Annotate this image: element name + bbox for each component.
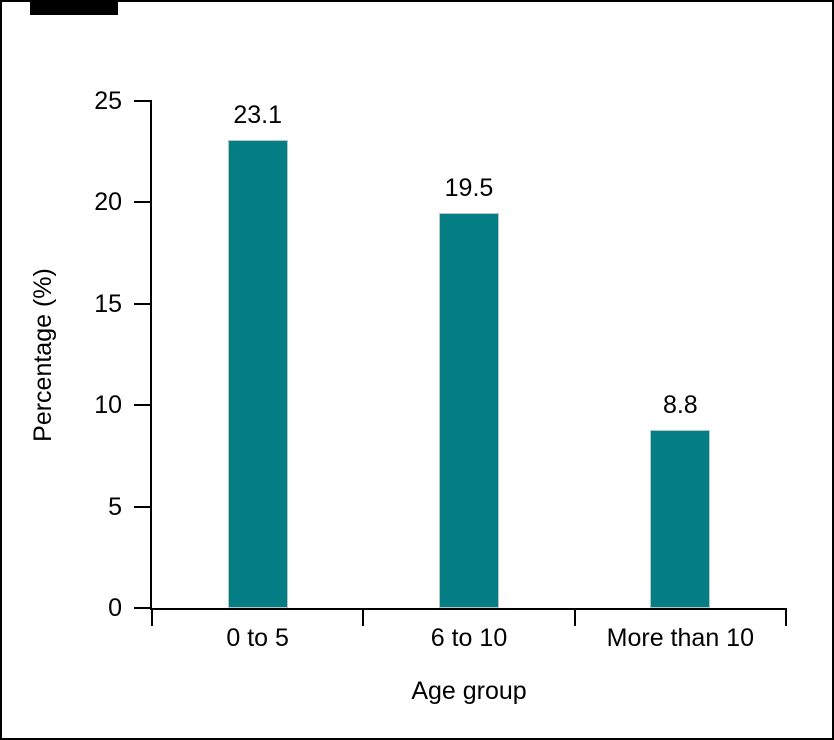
- y-tick: [134, 404, 150, 407]
- top-left-black-bar: [30, 2, 118, 15]
- bar: [439, 212, 499, 608]
- bar-value-label: 19.5: [444, 173, 494, 202]
- bar-value-label: 23.1: [233, 100, 282, 129]
- y-tick-label: 15: [94, 289, 122, 318]
- x-tick: [785, 608, 787, 626]
- y-tick: [134, 302, 150, 305]
- category-label: 6 to 10: [430, 624, 508, 652]
- x-tick: [573, 608, 576, 626]
- bar-value-label: 8.8: [662, 390, 698, 419]
- y-tick: [134, 201, 150, 204]
- y-tick-label: 0: [108, 594, 122, 622]
- y-tick-label: 5: [108, 492, 122, 521]
- y-tick-label: 25: [94, 87, 122, 115]
- bar: [650, 429, 711, 608]
- y-tick: [134, 607, 150, 609]
- y-tick: [134, 505, 150, 508]
- y-axis-line: [150, 100, 152, 610]
- y-tick-label: 20: [94, 188, 122, 217]
- x-tick: [362, 608, 365, 626]
- y-tick-label: 10: [94, 391, 122, 420]
- category-label: 0 to 5: [226, 624, 289, 652]
- bar: [227, 139, 288, 608]
- x-tick: [151, 608, 153, 626]
- y-tick: [134, 100, 150, 102]
- x-axis-line: [150, 608, 786, 610]
- x-axis-title: Age group: [411, 677, 527, 705]
- category-label: More than 10: [606, 624, 754, 652]
